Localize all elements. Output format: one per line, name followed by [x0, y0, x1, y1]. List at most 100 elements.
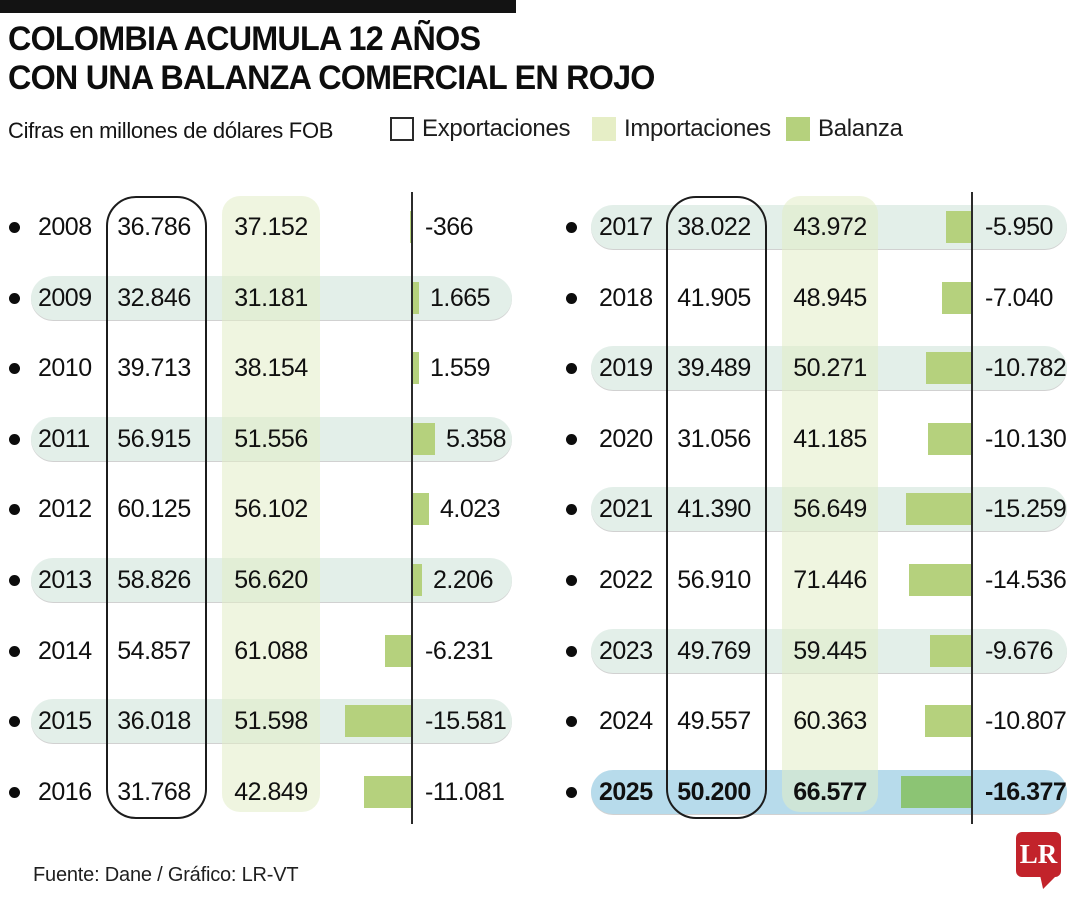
- exportaciones-value: 50.200: [677, 778, 751, 806]
- title-line-2: CON UNA BALANZA COMERCIAL EN ROJO: [8, 59, 655, 97]
- year-label: 2022: [599, 566, 653, 594]
- table-row: 2021 41.390 56.649 -15.259: [0, 487, 1080, 531]
- year-label: 2010: [38, 354, 92, 382]
- legend-label: Balanza: [818, 115, 903, 142]
- row-bullet-icon: [9, 787, 20, 798]
- row-bullet-icon: [9, 646, 20, 657]
- importaciones-value: 37.152: [234, 213, 308, 241]
- balanza-bar: [364, 776, 412, 808]
- year-label: 2023: [599, 637, 653, 665]
- top-accent-bar: [0, 0, 516, 13]
- balanza-value: 2.206: [433, 566, 494, 594]
- importaciones-value: 42.849: [234, 778, 308, 806]
- balanza-value: -5.950: [985, 213, 1053, 241]
- row-bullet-icon: [566, 575, 577, 586]
- balanza-bar: [412, 352, 419, 384]
- balanza-value: -14.536: [985, 566, 1067, 594]
- row-bullet-icon: [9, 716, 20, 727]
- exportaciones-value: 32.846: [117, 284, 191, 312]
- importaciones-value: 56.649: [793, 495, 867, 523]
- row-bullet-icon: [9, 293, 20, 304]
- balanza-bar: [942, 282, 972, 314]
- table-row: 2024 49.557 60.363 -10.807: [0, 699, 1080, 743]
- year-label: 2020: [599, 425, 653, 453]
- row-bullet-icon: [566, 504, 577, 515]
- units-note: Cifras en millones de dólares FOB: [8, 118, 334, 143]
- exportaciones-value: 41.390: [677, 495, 751, 523]
- row-bullet-icon: [566, 293, 577, 304]
- source-credit: Fuente: Dane / Gráfico: LR-VT: [33, 864, 299, 886]
- legend-item-balanza: Balanza: [786, 114, 903, 144]
- importaciones-value: 56.620: [234, 566, 308, 594]
- year-label: 2019: [599, 354, 653, 382]
- balanza-value: 4.023: [440, 495, 501, 523]
- importaciones-value: 51.556: [234, 425, 308, 453]
- balanza-bar: [926, 352, 972, 384]
- exportaciones-value: 49.769: [677, 637, 751, 665]
- exportaciones-value: 58.826: [117, 566, 191, 594]
- balanza-swatch-icon: [786, 117, 810, 141]
- row-bullet-icon: [9, 222, 20, 233]
- year-label: 2008: [38, 213, 92, 241]
- row-bullet-icon: [9, 363, 20, 374]
- year-label: 2018: [599, 284, 653, 312]
- exportaciones-value: 39.489: [677, 354, 751, 382]
- balanza-value: -10.130: [985, 425, 1067, 453]
- page-title: COLOMBIA ACUMULA 12 AÑOS CON UNA BALANZA…: [8, 20, 655, 98]
- year-label: 2016: [38, 778, 92, 806]
- legend-item-exportaciones: Exportaciones: [390, 114, 570, 144]
- balanza-value: -366: [425, 213, 474, 241]
- importaciones-value: 60.363: [793, 707, 867, 735]
- legend-item-importaciones: Importaciones: [592, 114, 771, 144]
- balanza-value: -15.259: [985, 495, 1067, 523]
- table-row: 2015 36.018 51.598 -15.581: [0, 699, 1080, 743]
- exportaciones-swatch-icon: [390, 117, 414, 141]
- importaciones-value: 41.185: [793, 425, 867, 453]
- importaciones-value: 48.945: [793, 284, 867, 312]
- lr-logo: LR: [1016, 832, 1062, 890]
- lr-logo-tail: [1040, 875, 1057, 889]
- row-bullet-icon: [566, 363, 577, 374]
- balanza-value: -10.782: [985, 354, 1067, 382]
- year-label: 2011: [38, 425, 90, 453]
- importaciones-value: 43.972: [793, 213, 867, 241]
- year-label: 2013: [38, 566, 92, 594]
- balanza-value: 5.358: [446, 425, 507, 453]
- table-row: 2013 58.826 56.620 2.206: [0, 558, 1080, 602]
- importaciones-value: 56.102: [234, 495, 308, 523]
- exportaciones-value: 49.557: [677, 707, 751, 735]
- row-bullet-icon: [566, 434, 577, 445]
- balanza-value: 1.559: [430, 354, 491, 382]
- balanza-bar: [412, 282, 419, 314]
- importaciones-value: 66.577: [793, 778, 867, 806]
- balanza-bar: [412, 493, 429, 525]
- exportaciones-value: 56.910: [677, 566, 751, 594]
- importaciones-value: 59.445: [793, 637, 867, 665]
- balanza-value: -7.040: [985, 284, 1053, 312]
- table-row: 2016 31.768 42.849 -11.081: [0, 770, 1080, 814]
- balanza-bar: [930, 635, 972, 667]
- importaciones-column-band: [782, 196, 878, 812]
- table-row: 2010 39.713 38.154 1.559: [0, 346, 1080, 390]
- balanza-bar: [925, 705, 972, 737]
- balanza-value: -6.231: [425, 637, 493, 665]
- exportaciones-column-outline: [666, 196, 767, 819]
- table-row: 2019 39.489 50.271 -10.782: [0, 346, 1080, 390]
- row-bullet-icon: [566, 222, 577, 233]
- exportaciones-value: 38.022: [677, 213, 751, 241]
- exportaciones-value: 41.905: [677, 284, 751, 312]
- row-bullet-icon: [566, 716, 577, 727]
- importaciones-value: 51.598: [234, 707, 308, 735]
- importaciones-swatch-icon: [592, 117, 616, 141]
- balanza-bar: [946, 211, 972, 243]
- lr-logo-box: LR: [1016, 832, 1061, 877]
- importaciones-value: 61.088: [234, 637, 308, 665]
- table-row: 2022 56.910 71.446 -14.536: [0, 558, 1080, 602]
- balanza-bar: [906, 493, 972, 525]
- table-row: 2009 32.846 31.181 1.665: [0, 276, 1080, 320]
- balanza-value: -15.581: [425, 707, 507, 735]
- lr-logo-text: LR: [1019, 839, 1058, 869]
- legend-label: Exportaciones: [422, 115, 571, 142]
- balanza-value: 1.665: [430, 284, 491, 312]
- importaciones-column-band: [222, 196, 320, 812]
